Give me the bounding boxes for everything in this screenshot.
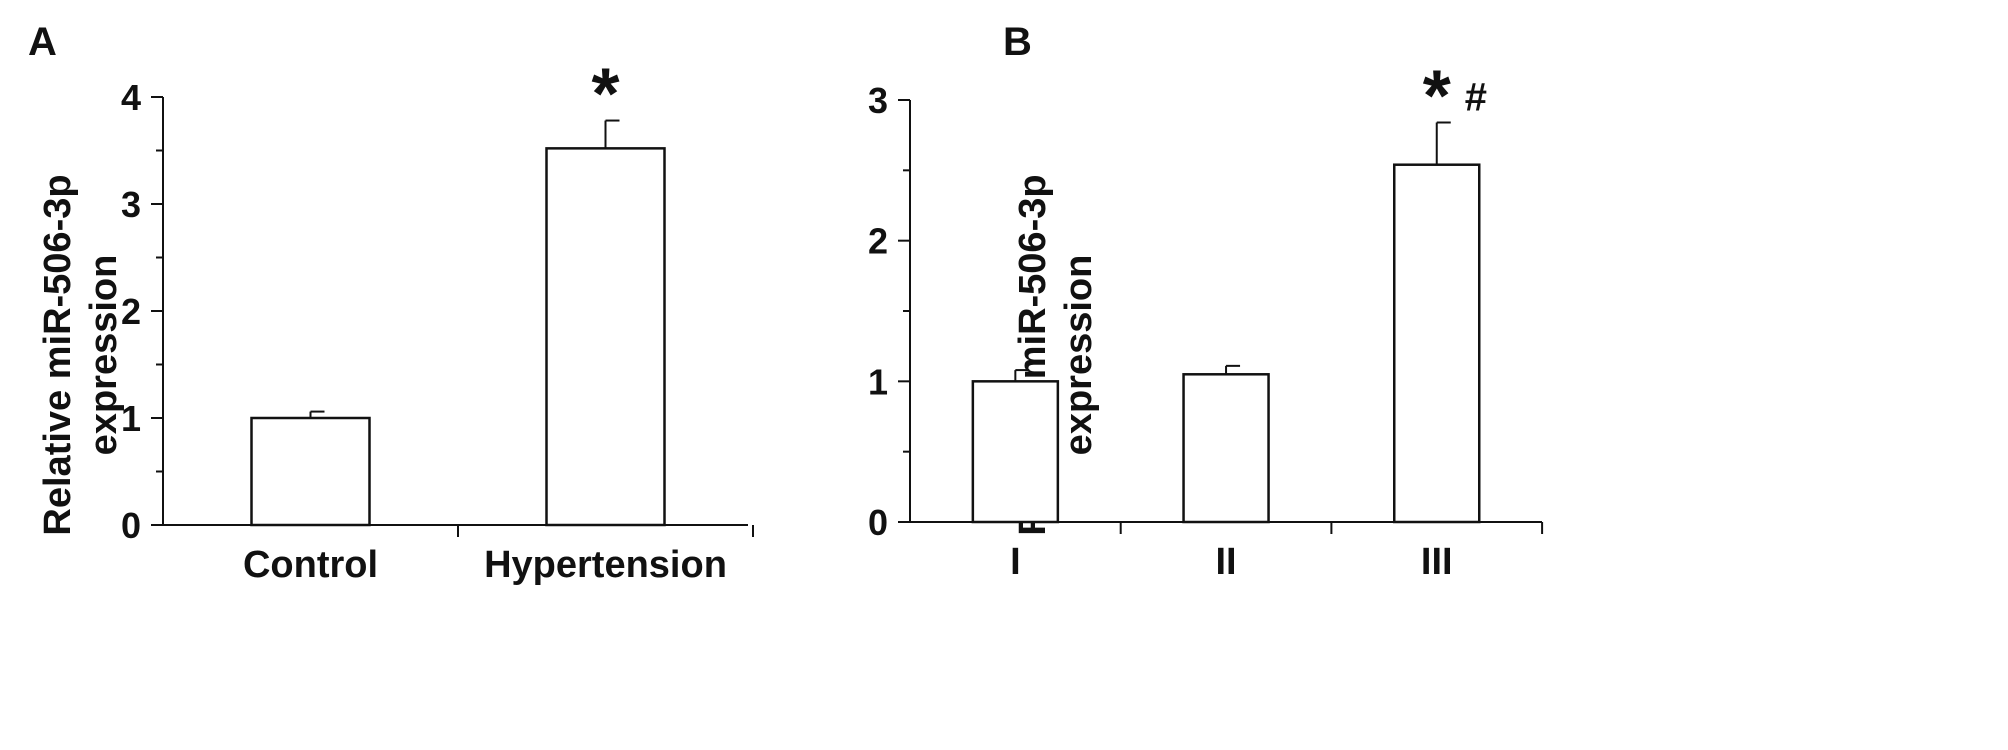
significance-marker-secondary: # bbox=[1465, 76, 1487, 120]
y-axis-title-line2: expression bbox=[83, 255, 125, 456]
y-tick-label: 3 bbox=[121, 184, 141, 225]
significance-marker: * bbox=[1423, 57, 1451, 137]
y-tick-label: 4 bbox=[121, 77, 141, 118]
bar bbox=[1182, 373, 1270, 524]
bar bbox=[1393, 163, 1481, 524]
y-tick-label: 2 bbox=[868, 221, 888, 262]
panel-letter: B bbox=[1003, 20, 1032, 64]
x-category-label: Hypertension bbox=[484, 544, 727, 586]
bar bbox=[971, 380, 1060, 524]
y-tick-label: 1 bbox=[868, 361, 888, 402]
y-tick-label: 3 bbox=[868, 80, 888, 121]
panel-letter: A bbox=[28, 20, 57, 64]
significance-marker: * bbox=[591, 55, 619, 135]
bar bbox=[545, 147, 666, 527]
x-category-label: I bbox=[1010, 541, 1021, 583]
y-tick-label: 1 bbox=[121, 398, 141, 439]
y-tick-label: 2 bbox=[121, 291, 141, 332]
y-axis-title: Relative miR-506-3p expression bbox=[37, 174, 125, 535]
bar bbox=[250, 416, 371, 527]
x-category-label: III bbox=[1421, 541, 1453, 583]
plot-area: 0 1 2 3 4 Control Hypertension * bbox=[121, 55, 754, 586]
y-axis-title-line2: expression bbox=[1058, 255, 1100, 456]
y-tick-label: 0 bbox=[868, 502, 888, 543]
x-category-label: II bbox=[1215, 541, 1236, 583]
y-tick-label: 0 bbox=[121, 505, 141, 546]
y-axis-title-line1: Relative miR-506-3p bbox=[37, 174, 79, 535]
panel-a: A Relative miR-506-3p expression 0 1 2 3 4 Co… bbox=[28, 20, 754, 586]
x-category-label: Control bbox=[243, 544, 378, 586]
